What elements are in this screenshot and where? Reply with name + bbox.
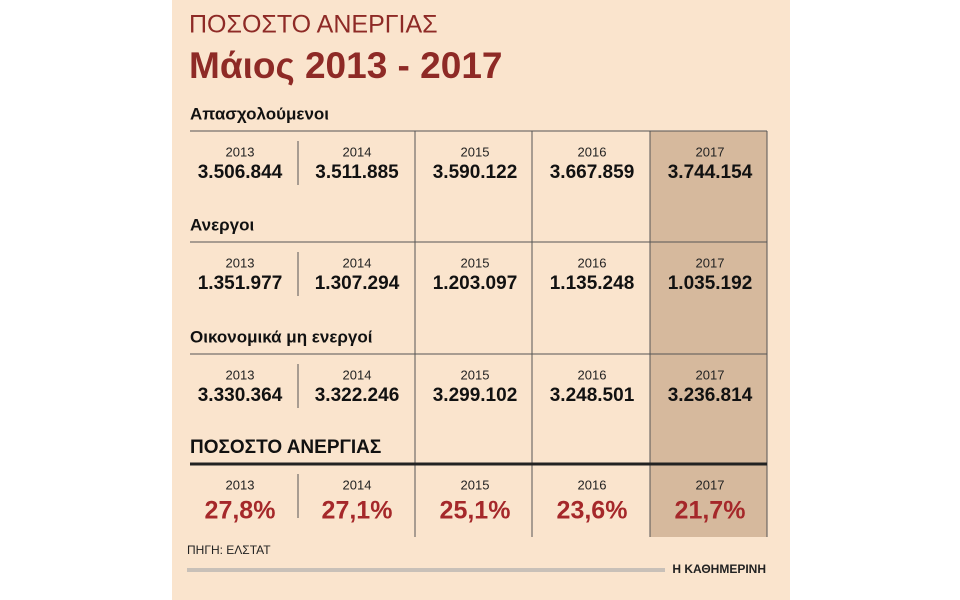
count-value: 1.203.097 — [433, 273, 518, 294]
count-value: 1.307.294 — [315, 273, 400, 294]
year: 2016 — [578, 367, 607, 382]
year: 2015 — [461, 367, 490, 382]
footer-bar — [187, 568, 665, 572]
count-value: 1.135.248 — [550, 273, 635, 294]
title: ΠΟΣΟΣΤΟ ΑΝΕΡΓΙΑΣ — [189, 11, 438, 39]
count-value: 3.236.814 — [668, 385, 753, 406]
section-label: Οικονομικά μη ενεργοί — [190, 327, 373, 346]
year: 2013 — [226, 477, 255, 492]
count-value: 3.667.859 — [550, 162, 635, 183]
count-value: 3.511.885 — [315, 162, 399, 183]
count-value: 3.322.246 — [315, 385, 400, 406]
year: 2014 — [343, 367, 372, 382]
count-value: 3.248.501 — [550, 385, 635, 406]
count-value: 1.035.192 — [668, 273, 753, 294]
rate-value: 25,1% — [440, 497, 511, 525]
count-value: 3.590.122 — [433, 162, 518, 183]
year: 2016 — [578, 144, 607, 159]
subtitle: Μάιος 2013 - 2017 — [189, 45, 502, 86]
count-value: 3.330.364 — [198, 385, 283, 406]
count-value: 3.299.102 — [433, 385, 518, 406]
year: 2016 — [578, 477, 607, 492]
source: ΠΗΓΗ: ΕΛΣΤΑΤ — [187, 543, 271, 557]
count-value: 3.744.154 — [668, 162, 753, 183]
year: 2015 — [461, 255, 490, 270]
highlight-column — [650, 131, 767, 537]
year: 2017 — [696, 255, 725, 270]
rate-value: 21,7% — [675, 497, 746, 525]
section-label: Ανεργοι — [190, 215, 255, 234]
year: 2017 — [696, 367, 725, 382]
year: 2017 — [696, 144, 725, 159]
year: 2014 — [343, 255, 372, 270]
rate-value: 27,8% — [205, 497, 276, 525]
year: 2013 — [226, 144, 255, 159]
section-label: ΠΟΣΟΣΤΟ ΑΝΕΡΓΙΑΣ — [190, 437, 381, 458]
section-label: Απασχολούμενοι — [190, 104, 329, 123]
year: 2013 — [226, 255, 255, 270]
year: 2014 — [343, 144, 372, 159]
year: 2017 — [696, 477, 725, 492]
year: 2015 — [461, 477, 490, 492]
count-value: 3.506.844 — [198, 162, 283, 183]
rate-value: 27,1% — [322, 497, 393, 525]
year: 2014 — [343, 477, 372, 492]
year: 2013 — [226, 367, 255, 382]
count-value: 1.351.977 — [198, 273, 283, 294]
brand: Η ΚΑΘΗΜΕΡΙΝΗ — [672, 562, 766, 576]
year: 2016 — [578, 255, 607, 270]
rate-value: 23,6% — [557, 497, 628, 525]
year: 2015 — [461, 144, 490, 159]
